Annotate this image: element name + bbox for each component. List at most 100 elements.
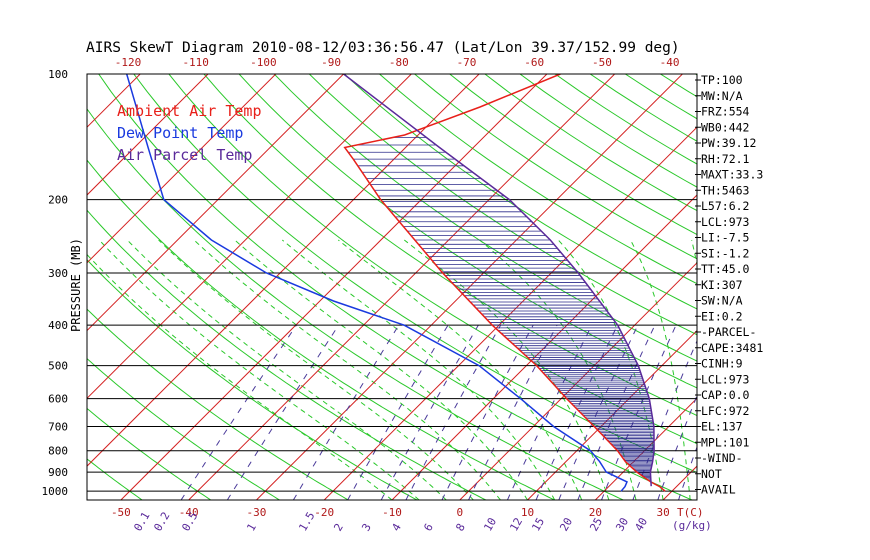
moist-adiabat (126, 239, 447, 500)
sounding-index: TT:45.0 (701, 262, 750, 276)
sounding-index: LFC:972 (701, 404, 749, 418)
dew-point-temp-line (125, 74, 628, 492)
isotherm (0, 74, 5, 500)
isotherm (391, 194, 697, 500)
mixing-ratio-line (292, 324, 400, 500)
isotherm (594, 397, 697, 500)
isotherm (323, 126, 697, 500)
sounding-index: SW:N/A (701, 294, 743, 308)
dry-adiabat (87, 308, 349, 500)
pressure-tick-label: 300 (48, 267, 68, 280)
dry-adiabat (87, 108, 624, 500)
sounding-index: KI:307 (701, 278, 743, 292)
sounding-index: L57:6.2 (701, 199, 749, 213)
mixing-ratio-label: 0.1 (131, 510, 152, 534)
pressure-tick-label: 800 (48, 445, 68, 458)
mixing-ratio-label: 10 (481, 516, 499, 534)
bottom-temp-tick-label: 0 (456, 506, 463, 519)
sounding-index: LI:-7.5 (701, 231, 749, 245)
isotherm (527, 329, 697, 500)
pressure-tick-label: 600 (48, 393, 68, 406)
isotherm (256, 74, 683, 500)
sounding-index: -PARCEL- (701, 325, 756, 339)
mixing-ratio-label: 40 (632, 516, 650, 534)
moist-adiabat (193, 239, 501, 500)
sounding-index: -WIND- (701, 451, 743, 465)
top-temp-tick-label: -90 (321, 56, 341, 69)
legend-entry: Ambient Air Temp (117, 102, 262, 120)
mixing-ratio-line (380, 324, 479, 500)
mixing-unit-label: (g/kg) (672, 519, 712, 532)
bottom-temp-tick-label: -40 (179, 506, 199, 519)
mixing-ratio-line (180, 324, 297, 500)
moist-adiabat (87, 253, 393, 500)
air-parcel-temp-line (343, 74, 655, 487)
sounding-index: EI:0.2 (701, 309, 743, 323)
sounding-index: PW:39.12 (701, 136, 756, 150)
plot-frame (86, 73, 698, 501)
sounding-index: MAXT:33.3 (701, 168, 763, 182)
sounding-index: MW:N/A (701, 89, 743, 103)
bottom-temp-tick-label: 20 (589, 506, 602, 519)
pressure-tick-label: 400 (48, 319, 68, 332)
top-temp-tick-label: -80 (389, 56, 409, 69)
dry-adiabat (87, 159, 555, 500)
pressure-tick-label: 200 (48, 194, 68, 207)
pressure-tick-label: 500 (48, 360, 68, 373)
sounding-index: FRZ:554 (701, 105, 750, 119)
moist-adiabat (479, 239, 637, 500)
dry-adiabat (484, 74, 697, 212)
mixing-ratio-label: 3 (359, 521, 374, 533)
sounding-index: TH:5463 (701, 183, 750, 197)
isotherm (459, 262, 697, 500)
mixing-ratio-line (441, 324, 534, 500)
top-temp-tick-label: -100 (250, 56, 277, 69)
top-temp-tick-label: -120 (115, 56, 142, 69)
top-temp-tick-label: -60 (524, 56, 544, 69)
mixing-ratio-label: 12 (507, 516, 525, 534)
mixing-ratio-label: 2 (331, 521, 346, 533)
sounding-index: LCL:973 (701, 215, 750, 229)
dry-adiabat (87, 357, 280, 500)
isotherm (0, 74, 72, 500)
bottom-temp-tick-label: -10 (382, 506, 402, 519)
isotherm (87, 74, 277, 264)
mixing-ratio-label: 15 (529, 516, 547, 534)
top-temp-tick-label: -50 (592, 56, 612, 69)
dry-adiabat (344, 74, 697, 310)
dry-adiabat (0, 74, 73, 500)
mixing-ratio-label: 1 (244, 521, 259, 533)
top-temp-tick-label: -70 (457, 56, 477, 69)
mixing-ratio-line (347, 324, 449, 500)
dry-adiabat (414, 74, 697, 260)
top-temp-tick-label: -40 (660, 56, 680, 69)
moist-adiabat (234, 239, 529, 500)
sounding-index: AVAIL (701, 483, 736, 497)
dry-adiabat (273, 74, 697, 362)
pressure-axis-label: PRESSURE (MB) (69, 238, 83, 332)
mixing-ratio-line (468, 324, 558, 500)
legend-entry: Air Parcel Temp (117, 146, 252, 164)
isotherm (662, 465, 697, 500)
dry-adiabat (87, 407, 212, 500)
pressure-tick-label: 100 (48, 68, 68, 81)
dry-adiabat (379, 74, 697, 285)
dry-adiabat (308, 74, 697, 336)
bottom-temp-tick-label: 10 (521, 506, 534, 519)
sounding-index: RH:72.1 (701, 152, 750, 166)
dry-adiabat (87, 259, 418, 500)
mixing-ratio-label: 20 (557, 516, 575, 534)
mixing-ratio-line (226, 324, 340, 500)
mixing-ratio-label: 4 (389, 521, 404, 534)
isotherm (188, 74, 616, 500)
moist-adiabat (158, 239, 474, 500)
sounding-index: WB0:442 (701, 120, 749, 134)
sounding-index: CINH:9 (701, 357, 743, 371)
moist-adiabat (403, 239, 610, 500)
mixing-ratio-label: 0.2 (151, 510, 172, 534)
sounding-index: CAP:0.0 (701, 388, 750, 402)
bottom-temp-tick-label: -20 (314, 506, 334, 519)
pressure-tick-label: 1000 (42, 485, 69, 498)
temp-unit-label: T(C) (677, 506, 704, 519)
bottom-temp-tick-label: 30 (656, 506, 669, 519)
